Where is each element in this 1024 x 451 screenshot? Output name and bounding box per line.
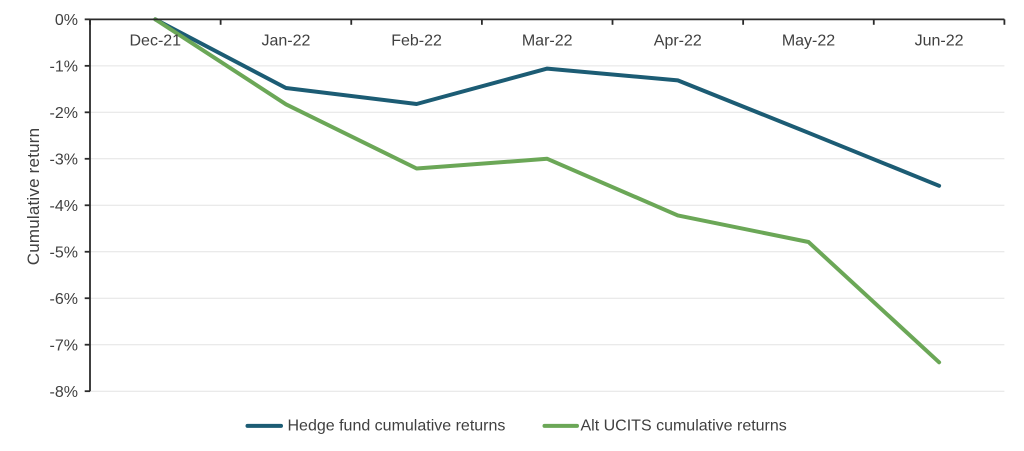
svg-text:Cumulative return: Cumulative return xyxy=(24,128,43,266)
svg-text:May-22: May-22 xyxy=(782,33,835,50)
svg-text:-2%: -2% xyxy=(50,105,78,122)
svg-text:Alt UCITS cumulative returns: Alt UCITS cumulative returns xyxy=(581,417,787,434)
svg-text:0%: 0% xyxy=(55,12,78,29)
svg-text:-7%: -7% xyxy=(50,337,78,354)
svg-text:Jun-22: Jun-22 xyxy=(915,33,964,50)
svg-text:Hedge fund cumulative returns: Hedge fund cumulative returns xyxy=(288,417,506,434)
svg-text:Jan-22: Jan-22 xyxy=(261,33,310,50)
svg-text:-1%: -1% xyxy=(50,59,78,76)
svg-text:Apr-22: Apr-22 xyxy=(654,33,702,50)
svg-text:-5%: -5% xyxy=(50,244,78,261)
svg-text:-4%: -4% xyxy=(50,198,78,215)
svg-text:Dec-21: Dec-21 xyxy=(130,33,182,50)
svg-text:Mar-22: Mar-22 xyxy=(522,33,573,50)
svg-text:-3%: -3% xyxy=(50,151,78,168)
svg-text:-6%: -6% xyxy=(50,291,78,308)
svg-text:-8%: -8% xyxy=(50,384,78,401)
svg-text:Feb-22: Feb-22 xyxy=(391,33,442,50)
